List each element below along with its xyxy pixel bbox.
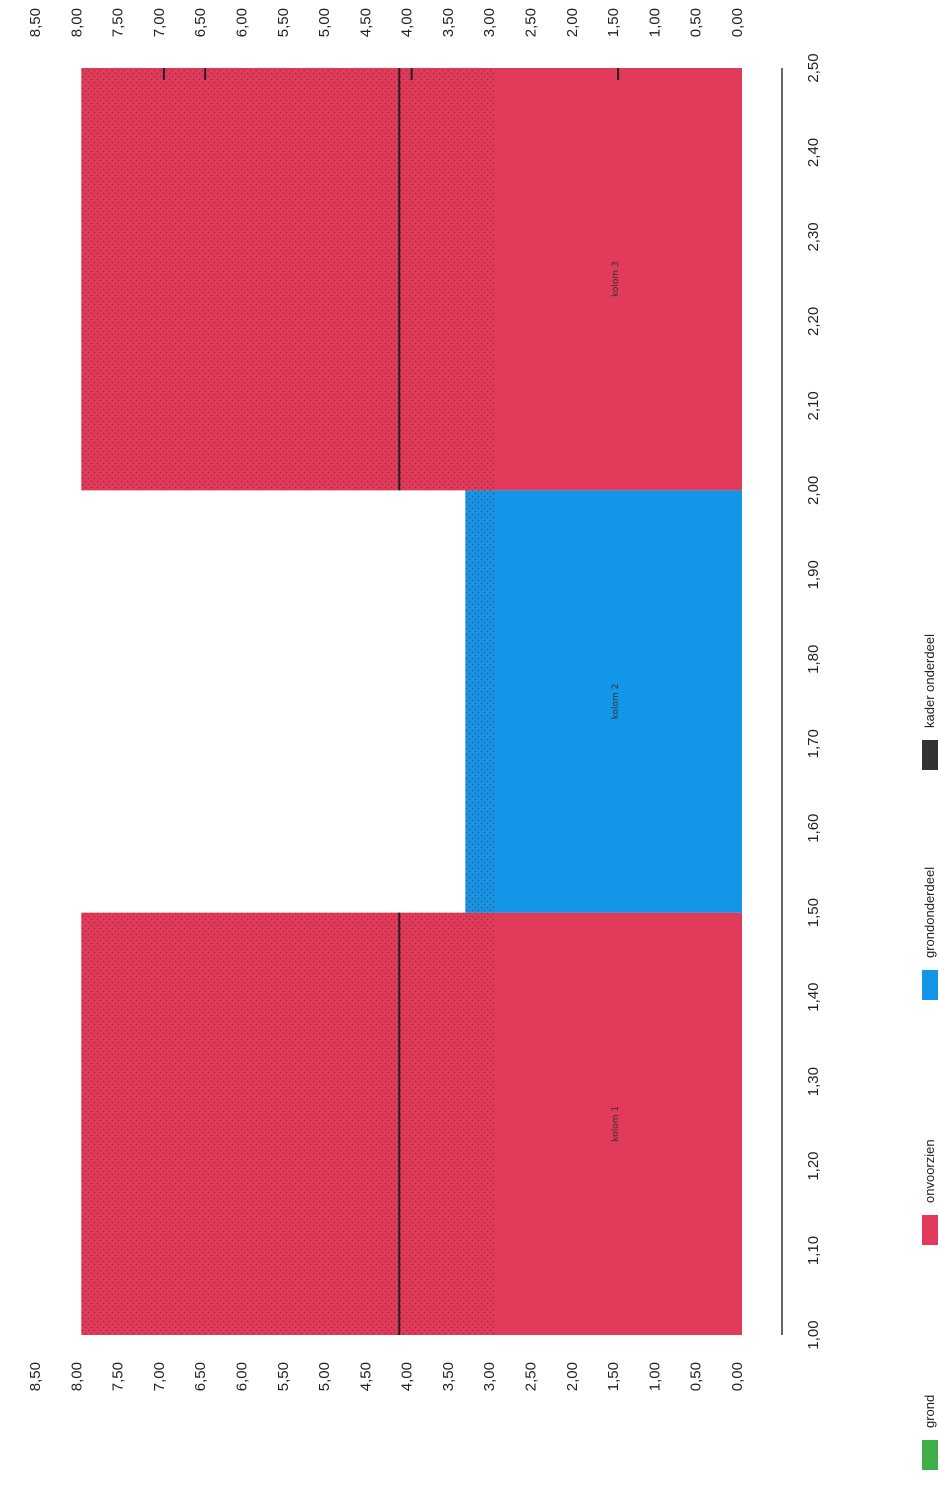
y-tick-label-bottom: 5,50 [275,1362,292,1391]
axes: 1,00 1,10 1,20 1,30 1,40 1,50 1,60 1,70 1,80 1,90… [27,8,822,1391]
bar-block-hatch-1 [81,912,495,1335]
x-tick-label: 1,90 [805,560,822,589]
y-tick-label-bottom: 6,50 [192,1362,209,1391]
y-tick-label-top: 5,00 [316,8,333,37]
y-tick-label-bottom: 5,00 [316,1362,333,1391]
legend: grond onvoorzien grondonderdeel kader onder… [922,634,938,1470]
legend-label-1: grond [922,1395,937,1428]
y-tick-label-bottom: 4,00 [399,1362,416,1391]
y-tick-label-top: 3,00 [481,8,498,37]
y-tick-label-top: 4,50 [357,8,374,37]
legend-label-4: kader onderdeel [922,634,937,728]
y-tick-label-top: 7,50 [110,8,127,37]
y-tick-label-top: 1,00 [646,8,663,37]
x-tick-label: 2,30 [805,222,822,251]
x-tick-label: 1,70 [805,729,822,758]
plot-area: kolom 1 kolom 2 kolom 3 [81,68,742,1335]
x-tick-label: 2,40 [805,138,822,167]
x-tick-label: 1,10 [805,1236,822,1265]
x-tick-label: 2,10 [805,391,822,420]
y-tick-label-bottom: 3,00 [481,1362,498,1391]
x-tick-label: 1,00 [805,1320,822,1349]
bar-block-hatch-2 [465,490,495,913]
x-tick-label: 1,80 [805,645,822,674]
y-tick-label-bottom: 0,00 [729,1362,746,1391]
y-tick-label-top: 5,50 [275,8,292,37]
y-tick-label-top: 1,50 [605,8,622,37]
legend-swatch-2 [922,1215,938,1245]
x-tick-label: 2,00 [805,476,822,505]
legend-label-3: grondonderdeel [922,867,937,958]
x-tick-label: 2,20 [805,307,822,336]
y-tick-label-top: 4,00 [399,8,416,37]
legend-swatch-3 [922,970,938,1000]
y-tick-label-top: 8,00 [68,8,85,37]
y-tick-label-bottom: 0,50 [688,1362,705,1391]
y-tick-label-bottom: 2,00 [564,1362,581,1391]
y-tick-label-top: 2,50 [523,8,540,37]
y-tick-label-bottom: 2,50 [523,1362,540,1391]
y-tick-label-top: 0,00 [729,8,746,37]
bar-block-hatch-3 [81,68,495,491]
legend-swatch-4 [922,740,938,770]
y-tick-label-top: 8,50 [27,8,44,37]
y-tick-label-bottom: 1,00 [646,1362,663,1391]
legend-swatch-1 [922,1440,938,1470]
bar-block-label-1: kolom 1 [611,1106,621,1142]
x-tick-label: 1,20 [805,1151,822,1180]
y-tick-label-top: 0,50 [688,8,705,37]
y-tick-label-bottom: 3,50 [440,1362,457,1391]
x-tick-label: 2,50 [805,53,822,82]
bar-block-2 [465,490,742,913]
y-tick-label-top: 7,00 [151,8,168,37]
bar-block-label-3: kolom 3 [611,261,621,297]
y-tick-label-bottom: 7,00 [151,1362,168,1391]
y-tick-label-bottom: 7,50 [110,1362,127,1391]
y-tick-label-top: 6,00 [233,8,250,37]
y-tick-label-top: 3,50 [440,8,457,37]
y-tick-label-bottom: 6,00 [233,1362,250,1391]
y-tick-label-bottom: 1,50 [605,1362,622,1391]
y-tick-label-bottom: 4,50 [357,1362,374,1391]
y-tick-label-top: 2,00 [564,8,581,37]
bar-block-label-2: kolom 2 [611,684,621,720]
x-tick-label: 1,30 [805,1067,822,1096]
legend-label-2: onvoorzien [922,1139,937,1203]
x-tick-label: 1,50 [805,898,822,927]
x-tick-label: 1,40 [805,983,822,1012]
y-tick-label-top: 6,50 [192,8,209,37]
y-tick-label-bottom: 8,00 [68,1362,85,1391]
x-tick-label: 1,60 [805,814,822,843]
y-tick-label-bottom: 8,50 [27,1362,44,1391]
